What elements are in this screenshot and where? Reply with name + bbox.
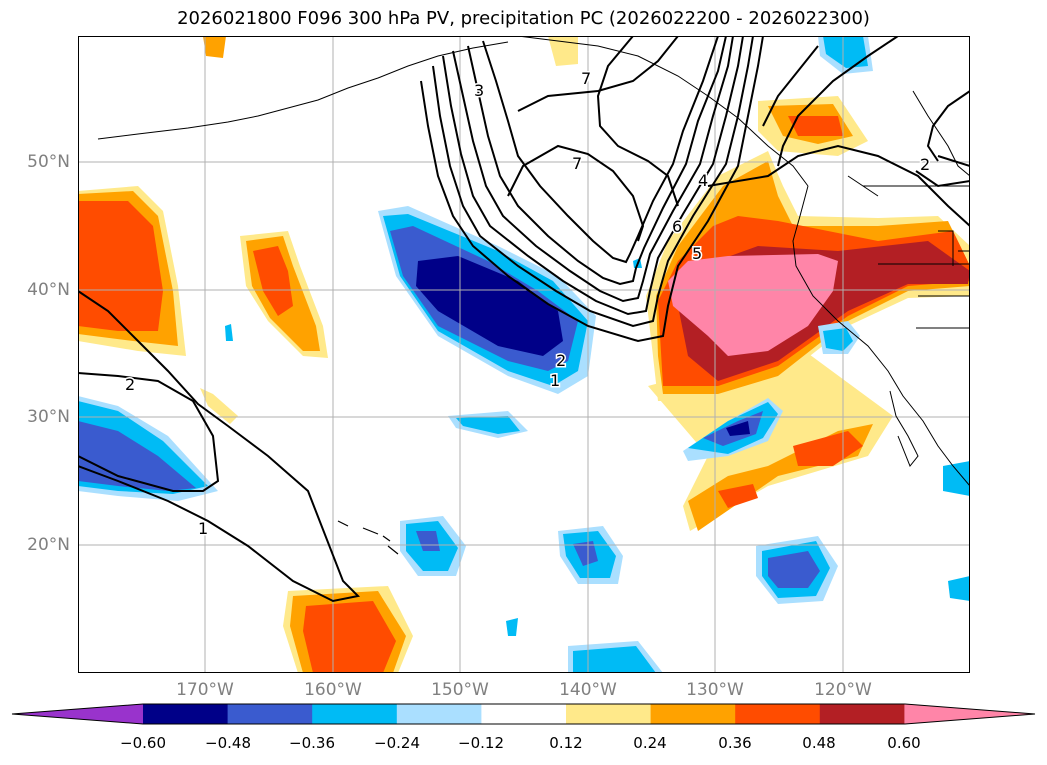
colorbar-tick-label: −0.36 xyxy=(289,734,335,752)
lon-label-150w: 150°W xyxy=(431,680,489,700)
colorbar-cell xyxy=(143,704,229,724)
colorbar-extend-high xyxy=(904,704,1035,724)
lat-label-30n: 30°N xyxy=(27,407,70,427)
colorbar-extend-low xyxy=(12,704,143,724)
lon-label-160w: 160°W xyxy=(304,680,362,700)
contour-label: 7 xyxy=(572,154,582,173)
map-title: 2026021800 F096 300 hPa PV, precipitatio… xyxy=(177,8,870,29)
pv-contour-labels: 1 2 3 4 5 6 7 7 2 1 2 xyxy=(124,68,932,540)
coastlines xyxy=(97,36,970,555)
colorbar-tick-label: 0.60 xyxy=(887,734,921,752)
lon-label-140w: 140°W xyxy=(559,680,617,700)
contour-label: 4 xyxy=(698,171,708,190)
colorbar-cell xyxy=(819,704,905,724)
precip-negative-areas xyxy=(78,36,970,673)
colorbar-tick-label: −0.12 xyxy=(458,734,504,752)
colorbar-cell xyxy=(650,704,736,724)
colorbar xyxy=(11,703,1036,725)
colorbar-cell xyxy=(735,704,821,724)
colorbar-cell xyxy=(396,704,482,724)
colorbar-tick-label: 0.36 xyxy=(718,734,752,752)
colorbar-tick-label: 0.12 xyxy=(549,734,583,752)
contour-label: 1 xyxy=(198,519,208,538)
lat-label-20n: 20°N xyxy=(27,535,70,555)
lat-label-40n: 40°N xyxy=(27,280,70,300)
colorbar-cell xyxy=(227,704,313,724)
contour-label: 2 xyxy=(125,375,135,394)
lon-label-170w: 170°W xyxy=(176,680,234,700)
colorbar-tick-label: −0.48 xyxy=(205,734,251,752)
colorbar-tick-label: −0.24 xyxy=(374,734,420,752)
lon-label-120w: 120°W xyxy=(814,680,872,700)
contour-label: 7 xyxy=(581,69,591,88)
contour-label: 1 xyxy=(550,371,560,390)
colorbar-cell xyxy=(312,704,398,724)
contour-label: 5 xyxy=(692,244,702,263)
colorbar-tick-label: 0.48 xyxy=(802,734,836,752)
contour-label: 2 xyxy=(556,351,566,370)
contour-label: 3 xyxy=(474,81,484,100)
colorbar-cell xyxy=(566,704,652,724)
lat-label-50n: 50°N xyxy=(27,152,70,172)
colorbar-tick-label: 0.24 xyxy=(633,734,667,752)
precip-positive-areas xyxy=(78,36,970,673)
contour-label: 2 xyxy=(920,155,930,174)
map-plot: 1 2 3 4 5 6 7 7 2 1 2 xyxy=(78,36,970,673)
pv-contours xyxy=(78,36,970,603)
colorbar-tick-label: −0.60 xyxy=(120,734,166,752)
colorbar-cell xyxy=(481,704,567,724)
grid-lines xyxy=(78,36,970,673)
lon-label-130w: 130°W xyxy=(686,680,744,700)
contour-label: 6 xyxy=(672,217,682,236)
